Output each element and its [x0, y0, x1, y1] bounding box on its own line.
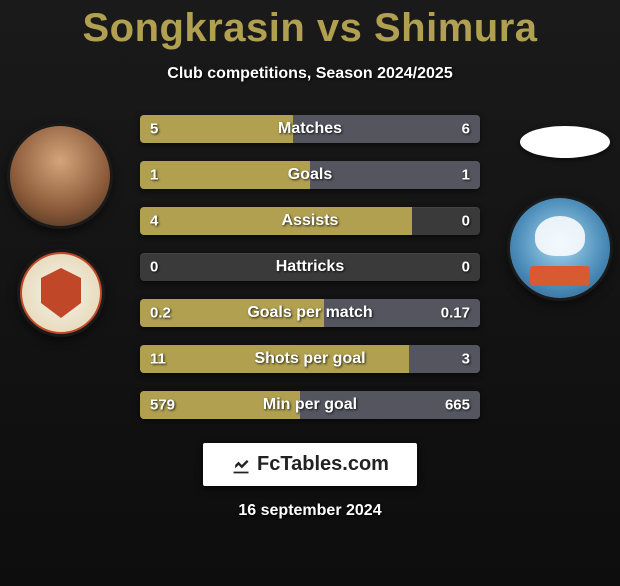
stat-row: 56Matches: [140, 115, 480, 143]
stat-label: Hattricks: [140, 258, 480, 276]
stat-bar-left: [140, 299, 324, 327]
stat-row: 579665Min per goal: [140, 391, 480, 419]
page-subtitle: Club competitions, Season 2024/2025: [0, 65, 620, 83]
brand-badge[interactable]: FcTables.com: [203, 443, 417, 486]
stat-bar-left: [140, 207, 412, 235]
stat-value-right: 0: [462, 213, 470, 230]
chart-icon: [231, 455, 251, 475]
stat-row: 11Goals: [140, 161, 480, 189]
stat-row: 0.20.17Goals per match: [140, 299, 480, 327]
stat-row: 113Shots per goal: [140, 345, 480, 373]
stat-bar-left: [140, 345, 409, 373]
stat-bar-left: [140, 391, 300, 419]
stat-bar-right: [324, 299, 480, 327]
stat-bar-right: [310, 161, 480, 189]
stat-bar-left: [140, 115, 293, 143]
stat-bar-left: [140, 161, 310, 189]
stat-value-right: 0: [462, 259, 470, 276]
stat-row: 0 0Hattricks: [140, 253, 480, 281]
stat-bar-right: [300, 391, 480, 419]
stat-bar-right: [293, 115, 480, 143]
page-title: Songkrasin vs Shimura: [0, 6, 620, 51]
stat-row: 40Assists: [140, 207, 480, 235]
date-text: 16 september 2024: [238, 502, 381, 520]
stat-bars: 56Matches11Goals40Assists00Hattricks0.20…: [140, 115, 480, 419]
stat-bar-right: [409, 345, 480, 373]
footer: FcTables.com 16 september 2024: [0, 443, 620, 520]
brand-text: FcTables.com: [257, 453, 389, 476]
stat-value-left: 0: [150, 259, 158, 276]
stats-area: 56Matches11Goals40Assists00Hattricks0.20…: [0, 115, 620, 419]
